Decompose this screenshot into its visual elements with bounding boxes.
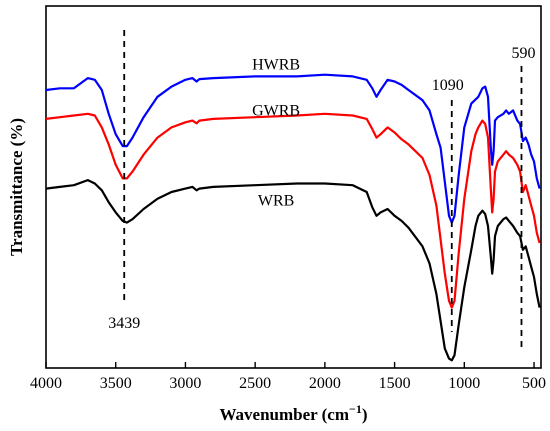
annotation-label-590: 590	[511, 45, 535, 62]
x-tick-label: 2000	[309, 375, 341, 392]
annotation-lines	[123, 30, 523, 350]
x-axis-title-main: Wavenumber (cm	[219, 405, 349, 424]
annotation-label-1090: 1090	[432, 77, 464, 94]
series-lines	[45, 73, 541, 362]
y-axis-title: Transmittance (%)	[7, 118, 26, 256]
x-tick-label: 1000	[448, 375, 480, 392]
x-tick-label: 2500	[239, 375, 271, 392]
series-label-wrb: WRB	[258, 193, 294, 210]
series-labels: HWRB GWRB WRB	[252, 57, 300, 210]
series-label-hwrb: HWRB	[252, 57, 300, 74]
x-axis-title-tail: )	[362, 405, 368, 424]
series-label-gwrb: GWRB	[252, 103, 300, 120]
x-axis-title: Wavenumber (cm−1)	[219, 402, 367, 424]
plot-frame	[45, 5, 542, 369]
x-axis-title-sup: −1	[349, 402, 362, 416]
x-tick-label: 3500	[100, 375, 132, 392]
x-tick-label: 500	[522, 375, 546, 392]
series-line-wrb	[45, 179, 541, 362]
x-tick-label: 4000	[30, 375, 62, 392]
plot-border	[45, 5, 542, 369]
x-tick-label: 3000	[169, 375, 201, 392]
annotation-labels: 3439 1090 590	[108, 45, 535, 332]
series-line-hwrb	[45, 73, 541, 224]
x-tick-label: 1500	[379, 375, 411, 392]
x-axis-ticks: 4000 3500 3000 2500 2000 1500 1000 500	[30, 362, 546, 392]
annotation-label-3439: 3439	[108, 315, 140, 332]
series-line-gwrb	[45, 112, 541, 309]
